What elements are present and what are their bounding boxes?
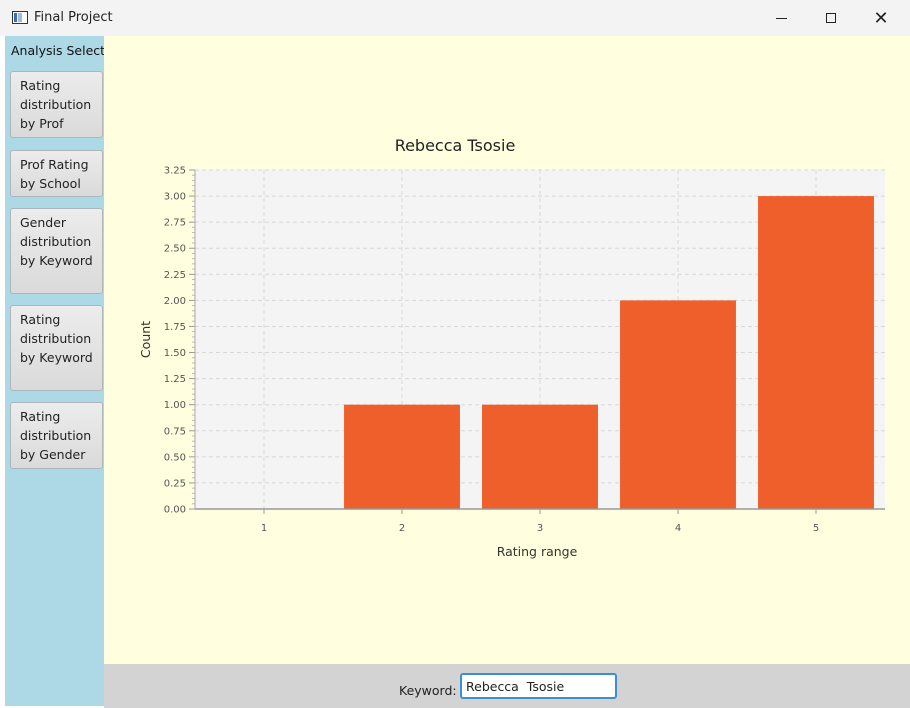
sidebar: Analysis Select Rating distribution by P… <box>5 36 106 706</box>
sidebar-title: Analysis Select <box>11 43 106 58</box>
bar-2 <box>344 404 460 509</box>
keyword-input[interactable] <box>460 673 617 699</box>
keyword-bar: Keyword: <box>104 664 910 708</box>
y-tick-label: 2.50 <box>164 244 186 255</box>
prof-rating-by-school-button[interactable]: Prof Rating by School <box>10 150 103 197</box>
bar-5 <box>758 196 874 510</box>
y-tick-label: 3.25 <box>164 166 186 177</box>
x-axis-title: Rating range <box>497 544 578 559</box>
window-title: Final Project <box>34 10 113 25</box>
y-tick-label: 3.00 <box>164 192 186 203</box>
x-tick-label: 2 <box>399 523 405 534</box>
y-tick-label: 0.25 <box>164 478 186 489</box>
maximize-button[interactable] <box>808 0 854 36</box>
gender-distribution-by-keyword-button[interactable]: Gender distribution by Keyword <box>10 208 103 294</box>
x-tick-label: 1 <box>261 523 267 534</box>
rating-distribution-by-gender-button[interactable]: Rating distribution by Gender <box>10 402 103 469</box>
rating-distribution-by-prof-button[interactable]: Rating distribution by Prof <box>10 71 103 138</box>
x-tick-label: 5 <box>813 523 819 534</box>
bar-3 <box>482 404 598 509</box>
y-tick-label: 1.75 <box>164 322 186 333</box>
x-tick-label: 4 <box>675 523 681 534</box>
y-tick-label: 1.00 <box>164 400 186 411</box>
y-tick-label: 2.25 <box>164 270 186 281</box>
title-bar: Final Project ✕ <box>0 0 910 36</box>
close-icon: ✕ <box>873 7 889 29</box>
bar-4 <box>620 300 736 509</box>
y-tick-label: 1.25 <box>164 374 186 385</box>
y-tick-label: 1.50 <box>164 348 186 359</box>
keyword-label: Keyword: <box>399 683 457 698</box>
x-tick-label: 3 <box>537 523 543 534</box>
y-tick-label: 2.00 <box>164 296 186 307</box>
y-tick-label: 0.50 <box>164 452 186 463</box>
y-tick-label: 0.75 <box>164 426 186 437</box>
y-tick-label: 0.00 <box>164 505 186 516</box>
chart-title: Rebecca Tsosie <box>394 136 516 155</box>
y-tick-label: 2.75 <box>164 218 186 229</box>
rating-distribution-by-keyword-button[interactable]: Rating distribution by Keyword <box>10 305 103 391</box>
minimize-button[interactable] <box>758 0 804 36</box>
close-button[interactable]: ✕ <box>858 0 904 36</box>
minimize-icon <box>775 17 787 19</box>
y-axis-title: Count <box>138 321 153 358</box>
maximize-icon <box>826 13 836 23</box>
app-icon <box>12 11 28 24</box>
